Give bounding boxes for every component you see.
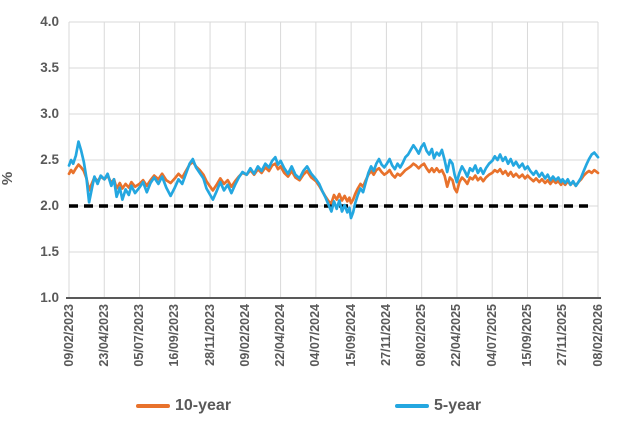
y-tick-label: 1.0 <box>40 290 59 305</box>
legend-swatch-5-year <box>395 403 429 409</box>
x-tick-label: 23/04/2023 <box>96 304 111 367</box>
x-tick-label: 04/07/2025 <box>484 304 499 367</box>
legend-item-10-year: 10-year <box>136 395 231 417</box>
y-tick-label: 3.0 <box>40 106 59 121</box>
series-line-5-year <box>67 140 600 220</box>
x-tick-label: 22/04/2024 <box>273 304 288 367</box>
y-tick-label: 2.0 <box>40 198 59 213</box>
x-tick-label: 04/07/2024 <box>308 304 323 367</box>
x-tick-label: 08/02/2026 <box>590 304 605 367</box>
x-tick-label: 27/11/2024 <box>378 304 393 366</box>
y-tick-label: 3.5 <box>40 60 59 75</box>
x-tick-label: 16/09/2023 <box>167 304 182 367</box>
x-tick-label: 08/02/2025 <box>414 304 429 367</box>
legend-swatch-10-year <box>136 403 170 409</box>
legend-item-5-year: 5-year <box>395 395 481 417</box>
x-tick-label: 15/09/2025 <box>519 304 534 367</box>
x-tick-label: 15/09/2024 <box>343 304 358 367</box>
series-line-10-year <box>67 160 600 205</box>
y-tick-label: 2.5 <box>40 152 59 167</box>
x-tick-label: 22/04/2025 <box>449 304 464 367</box>
y-tick-label: 1.5 <box>40 244 59 259</box>
legend-label-5-year: 5-year <box>434 397 482 414</box>
x-tick-label: 09/02/2024 <box>237 304 252 367</box>
x-tick-label: 28/11/2023 <box>202 304 217 366</box>
y-axis-title: % <box>0 171 17 186</box>
x-tick-label: 05/07/2023 <box>132 304 147 367</box>
y-tick-label: 4.0 <box>40 14 59 29</box>
x-tick-label: 09/02/2023 <box>61 304 76 367</box>
x-tick-label: 27/11/2025 <box>555 304 570 366</box>
legend-label-10-year: 10-year <box>175 397 232 414</box>
